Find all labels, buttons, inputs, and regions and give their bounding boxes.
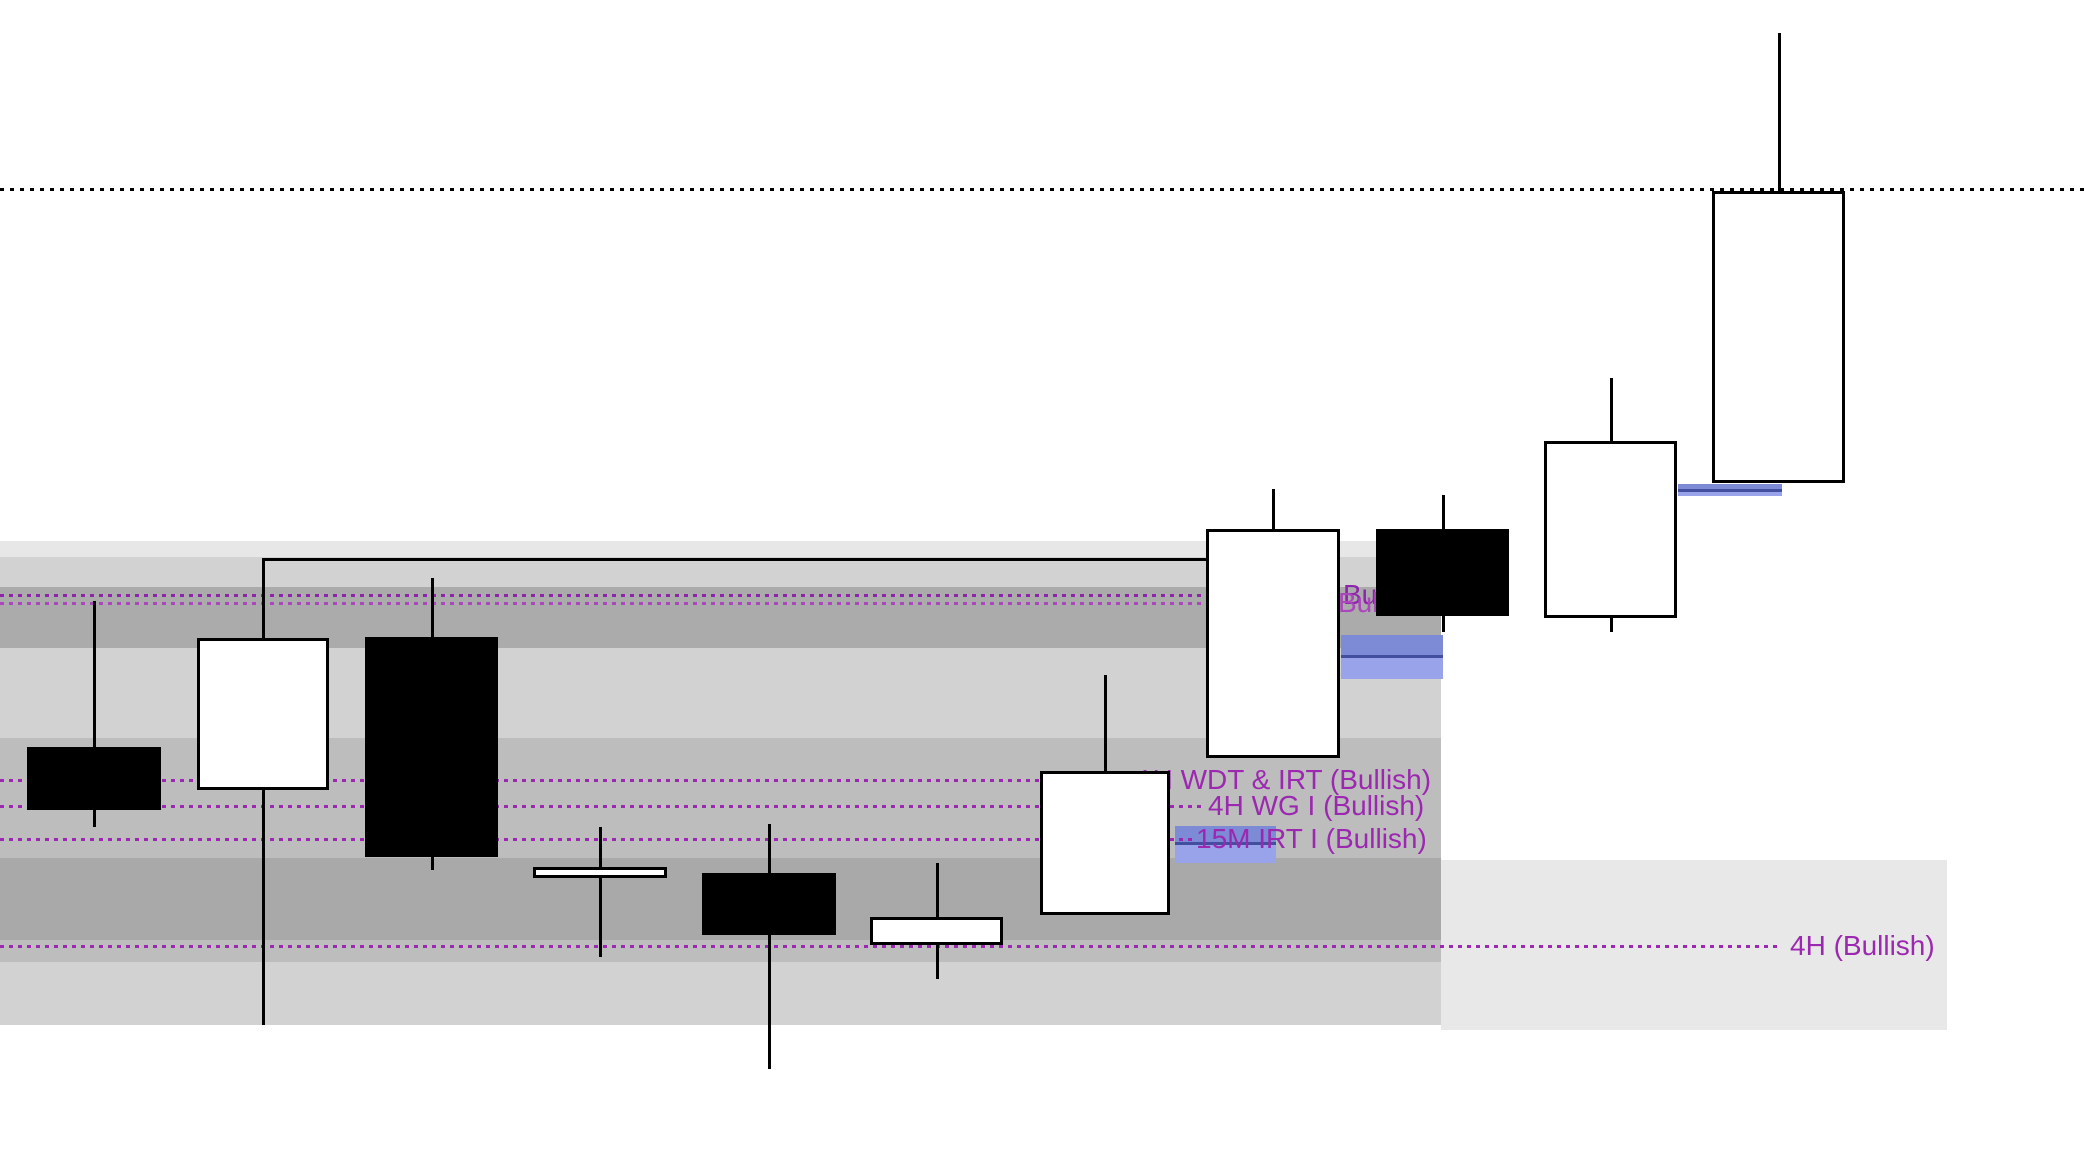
candle-body [1376, 529, 1509, 616]
candle-upper-wick [768, 824, 771, 875]
level-line [0, 602, 1337, 605]
order-block-lower-half [1678, 490, 1782, 496]
level-line [0, 805, 1204, 808]
candle-upper-wick [1442, 495, 1445, 531]
candle-body [702, 873, 836, 935]
order-block [1678, 484, 1782, 496]
candle-lower-wick [936, 943, 939, 979]
supply-demand-zone [0, 587, 1441, 648]
top-dotted-level-line [0, 188, 2084, 191]
candle-lower-wick [599, 876, 602, 957]
candle-9-bear [1376, 495, 1509, 632]
order-block-lower-half [1341, 656, 1443, 679]
order-block-upper-half [1341, 635, 1443, 656]
supply-demand-zone [0, 541, 1441, 557]
candle-upper-wick [1778, 33, 1781, 193]
candle-body [533, 867, 667, 878]
candle-body [197, 638, 329, 790]
level-line [0, 945, 1778, 948]
candle-body [1712, 191, 1845, 483]
candle-1-bear [27, 601, 161, 827]
candle-upper-wick [1272, 489, 1275, 531]
order-block-midline [1341, 655, 1443, 658]
candle-upper-wick [1610, 378, 1613, 443]
order-block-upper-half [1175, 826, 1276, 843]
candle-2-bull [197, 560, 329, 1025]
supply-demand-zone [0, 962, 1441, 1025]
candle-body [870, 917, 1003, 945]
candle-upper-wick [599, 827, 602, 869]
candle-11-bull [1712, 33, 1845, 483]
candle-upper-wick [262, 560, 265, 640]
candle-upper-wick [936, 863, 939, 919]
level-line-label: 4H WG I (Bullish) [1208, 790, 1425, 821]
candle-body [1544, 441, 1677, 618]
candle-5-bear [702, 824, 836, 1069]
candle-upper-wick [431, 578, 434, 639]
level-line [0, 594, 1341, 597]
candle-10-bull [1544, 378, 1677, 632]
level-line-label: 1H WDT & IRT (Bullish) [1137, 764, 1432, 795]
level-line [0, 838, 1192, 841]
candle-8-bull [1206, 489, 1340, 758]
order-block [1341, 635, 1443, 679]
level-line-label: 15M IRT I (Bullish) [1196, 823, 1427, 854]
candle-lower-wick [93, 808, 96, 827]
candle-body [365, 637, 498, 857]
candle-upper-wick [93, 601, 96, 749]
level-line [0, 779, 1134, 782]
candle-upper-wick [1104, 675, 1107, 773]
candle-lower-wick [1610, 616, 1613, 632]
order-block-midline [1175, 842, 1276, 845]
candle-lower-wick [262, 788, 265, 1025]
supply-demand-zone [0, 557, 1441, 587]
candle-4-bull [533, 827, 667, 957]
order-block-upper-half [1678, 484, 1782, 490]
candle-body [27, 747, 161, 810]
candle-body [1040, 771, 1170, 915]
candle-body [1206, 529, 1340, 758]
swing-high-ray [262, 558, 1207, 561]
candle-lower-wick [1442, 614, 1445, 632]
candle-6-bull [870, 863, 1003, 979]
level-line-label: 4H (Bullish) [1790, 930, 1935, 961]
candle-lower-wick [768, 933, 771, 1069]
order-block-lower-half [1175, 843, 1276, 863]
candle-3-bear [365, 578, 498, 870]
candle-7-bull [1040, 675, 1170, 915]
order-block-midline [1678, 489, 1782, 492]
order-block [1175, 826, 1276, 863]
candle-lower-wick [431, 855, 434, 870]
